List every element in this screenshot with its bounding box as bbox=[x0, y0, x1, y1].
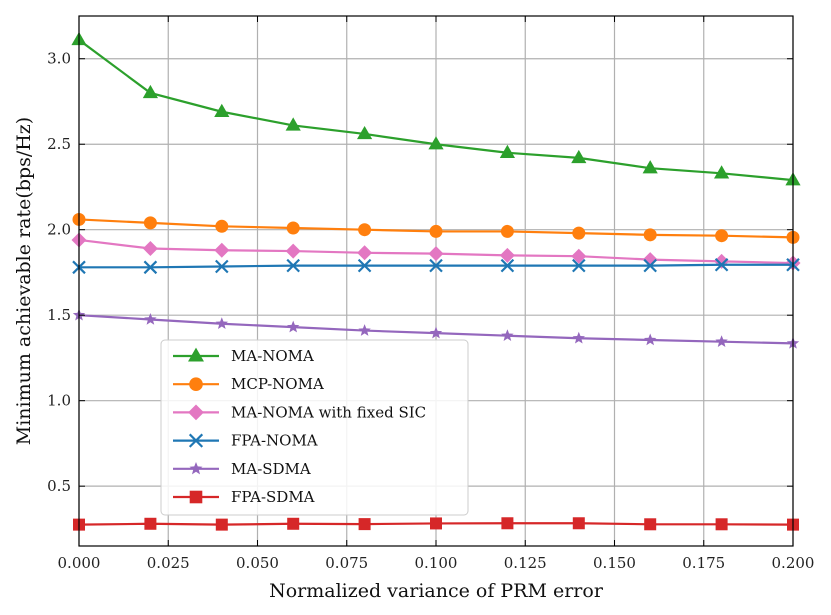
diamond-marker bbox=[142, 241, 158, 257]
triangle-marker bbox=[714, 165, 730, 179]
square-marker bbox=[644, 518, 657, 531]
series-fpa-noma bbox=[72, 257, 800, 275]
x-tick-label: 0.100 bbox=[415, 554, 458, 572]
x-marker bbox=[215, 259, 229, 274]
circle-marker bbox=[215, 219, 229, 233]
star-marker bbox=[144, 312, 157, 325]
circle-marker bbox=[429, 224, 443, 238]
triangle-marker bbox=[642, 160, 658, 174]
triangle-marker bbox=[571, 149, 587, 164]
legend-label: MCP-NOMA bbox=[231, 375, 324, 393]
y-tick-label: 2.0 bbox=[47, 221, 71, 239]
diamond-marker bbox=[499, 247, 515, 263]
x-tick-label: 0.075 bbox=[325, 554, 368, 572]
star-marker bbox=[215, 317, 228, 329]
square-marker bbox=[430, 517, 442, 530]
star-marker bbox=[501, 329, 514, 341]
circle-marker bbox=[643, 228, 657, 242]
y-tick-label: 0.5 bbox=[47, 477, 71, 495]
star-marker bbox=[287, 320, 300, 333]
x-tick-label: 0.025 bbox=[147, 554, 190, 572]
circle-marker bbox=[572, 226, 586, 240]
diamond-marker bbox=[214, 242, 230, 258]
legend-label: MA-NOMA with fixed SIC bbox=[231, 403, 426, 421]
circle-marker bbox=[189, 377, 203, 392]
diamond-marker bbox=[285, 243, 301, 259]
circle-marker bbox=[500, 224, 514, 238]
x-axis-label: Normalized variance of PRM error bbox=[269, 580, 604, 602]
x-marker bbox=[429, 258, 443, 273]
square-marker bbox=[358, 518, 371, 531]
triangle-marker bbox=[214, 103, 230, 117]
y-tick-label: 3.0 bbox=[47, 50, 71, 68]
legend-label: MA-NOMA bbox=[231, 347, 314, 365]
legend-label: FPA-NOMA bbox=[231, 432, 318, 450]
x-tick-label: 0.125 bbox=[504, 554, 547, 572]
triangle-marker bbox=[285, 117, 301, 131]
square-marker bbox=[215, 518, 228, 531]
x-marker bbox=[643, 258, 657, 273]
square-marker bbox=[715, 518, 728, 531]
x-tick-label: 0.150 bbox=[593, 554, 636, 572]
x-tick-label: 0.200 bbox=[772, 554, 815, 572]
legend-item: FPA-SDMA bbox=[173, 488, 315, 506]
triangle-marker bbox=[188, 347, 204, 362]
x-marker bbox=[500, 258, 515, 273]
triangle-marker bbox=[142, 84, 158, 99]
circle-marker bbox=[143, 216, 157, 230]
y-axis-label: Minimum achievable rate(bps/Hz) bbox=[13, 117, 35, 445]
y-tick-label: 1.5 bbox=[47, 306, 71, 324]
square-marker bbox=[572, 517, 585, 530]
diamond-marker bbox=[188, 404, 204, 421]
legend-box bbox=[160, 339, 469, 516]
circle-marker bbox=[715, 229, 729, 243]
square-marker bbox=[501, 517, 514, 530]
circle-marker bbox=[286, 221, 300, 235]
star-marker bbox=[429, 326, 443, 339]
legend: MA-NOMA MCP-NOMA MA-NOMA with fixed SIC FPA… bbox=[160, 339, 469, 516]
x-tick-label: 0.050 bbox=[236, 554, 279, 572]
legend-item: MA-SDMA bbox=[173, 460, 311, 478]
star-marker bbox=[189, 461, 203, 475]
star-marker bbox=[715, 335, 728, 347]
triangle-marker bbox=[357, 125, 373, 140]
legend-item: MCP-NOMA bbox=[173, 375, 324, 393]
diamond-marker bbox=[571, 248, 587, 264]
star-marker bbox=[644, 333, 657, 346]
x-marker bbox=[143, 260, 158, 275]
y-tick-label: 1.0 bbox=[47, 392, 71, 410]
legend-item: MA-NOMA with fixed SIC bbox=[173, 403, 426, 421]
legend-label: FPA-SDMA bbox=[231, 488, 315, 506]
x-marker bbox=[286, 258, 300, 273]
triangle-marker bbox=[428, 136, 444, 150]
star-marker bbox=[572, 331, 585, 344]
square-marker bbox=[287, 517, 300, 530]
square-marker bbox=[144, 517, 157, 530]
series-fpa-sdma bbox=[73, 517, 799, 531]
star-marker bbox=[358, 324, 371, 336]
diamond-marker bbox=[714, 253, 730, 269]
square-marker bbox=[189, 490, 203, 504]
x-marker bbox=[572, 258, 586, 273]
circle-marker bbox=[358, 223, 372, 237]
x-marker bbox=[714, 257, 729, 272]
x-tick-label: 0.000 bbox=[58, 554, 101, 572]
legend-label: MA-SDMA bbox=[231, 460, 311, 478]
x-marker bbox=[188, 433, 204, 448]
legend-item: FPA-NOMA bbox=[173, 432, 318, 450]
triangle-marker bbox=[499, 144, 515, 158]
diamond-marker bbox=[428, 246, 444, 262]
y-tick-label: 2.5 bbox=[47, 135, 71, 153]
x-tick-label: 0.175 bbox=[682, 554, 725, 572]
axis-ticks: 0.000 0.025 0.050 0.075 0.100 0.125 0.150 0.175… bbox=[47, 16, 814, 572]
diamond-marker bbox=[357, 245, 373, 261]
legend-item: MA-NOMA bbox=[173, 347, 314, 365]
x-marker bbox=[357, 258, 372, 273]
series-lines bbox=[71, 31, 801, 531]
